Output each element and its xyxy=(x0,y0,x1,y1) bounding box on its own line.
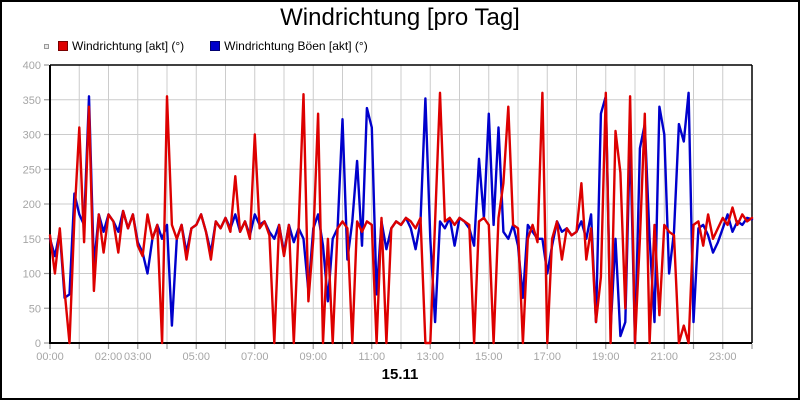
y-tick-label: 200 xyxy=(23,199,41,211)
page-title: Windrichtung [pro Tag] xyxy=(280,4,520,31)
y-tick-label: 300 xyxy=(23,130,41,142)
blue-series-swatch-icon xyxy=(210,41,221,51)
x-tick-label: 00:00 xyxy=(36,351,64,363)
x-tick-label: 05:00 xyxy=(182,351,210,363)
y-tick-label: 400 xyxy=(23,60,41,72)
x-tick-label: 17:00 xyxy=(533,351,561,363)
legend-label: Windrichtung [akt] (°) xyxy=(72,39,185,53)
y-tick-label: 0 xyxy=(35,338,41,350)
x-tick-label: 23:00 xyxy=(709,351,737,363)
x-tick-label: 02:00 xyxy=(95,351,123,363)
y-tick-label: 350 xyxy=(23,95,41,107)
red-series-swatch-icon xyxy=(58,41,68,51)
legend: Windrichtung [akt] (°) Windrichtung Böen… xyxy=(44,39,394,53)
x-tick-label: 09:00 xyxy=(299,351,327,363)
x-tick-label: 03:00 xyxy=(124,351,152,363)
y-tick-label: 150 xyxy=(23,234,41,246)
x-tick-label: 13:00 xyxy=(416,351,444,363)
legend-item-windrichtung-boeen: Windrichtung Böen [akt] (°) xyxy=(210,39,368,53)
legend-item-windrichtung-akt: Windrichtung [akt] (°) xyxy=(58,39,184,53)
x-tick-label: 15:00 xyxy=(475,351,503,363)
y-tick-label: 100 xyxy=(23,269,41,281)
x-axis-date-label: 15.11 xyxy=(381,366,419,383)
x-tick-label: 11:00 xyxy=(358,351,385,363)
x-tick-label: 07:00 xyxy=(241,351,269,363)
x-tick-label: 21:00 xyxy=(650,351,678,363)
series-line-akt xyxy=(48,91,754,345)
legend-label: Windrichtung Böen [akt] (°) xyxy=(224,39,368,53)
legend-grip-icon xyxy=(44,43,49,49)
y-tick-label: 50 xyxy=(29,303,41,315)
x-tick-label: 19:00 xyxy=(592,351,620,363)
y-tick-label: 250 xyxy=(23,164,41,176)
